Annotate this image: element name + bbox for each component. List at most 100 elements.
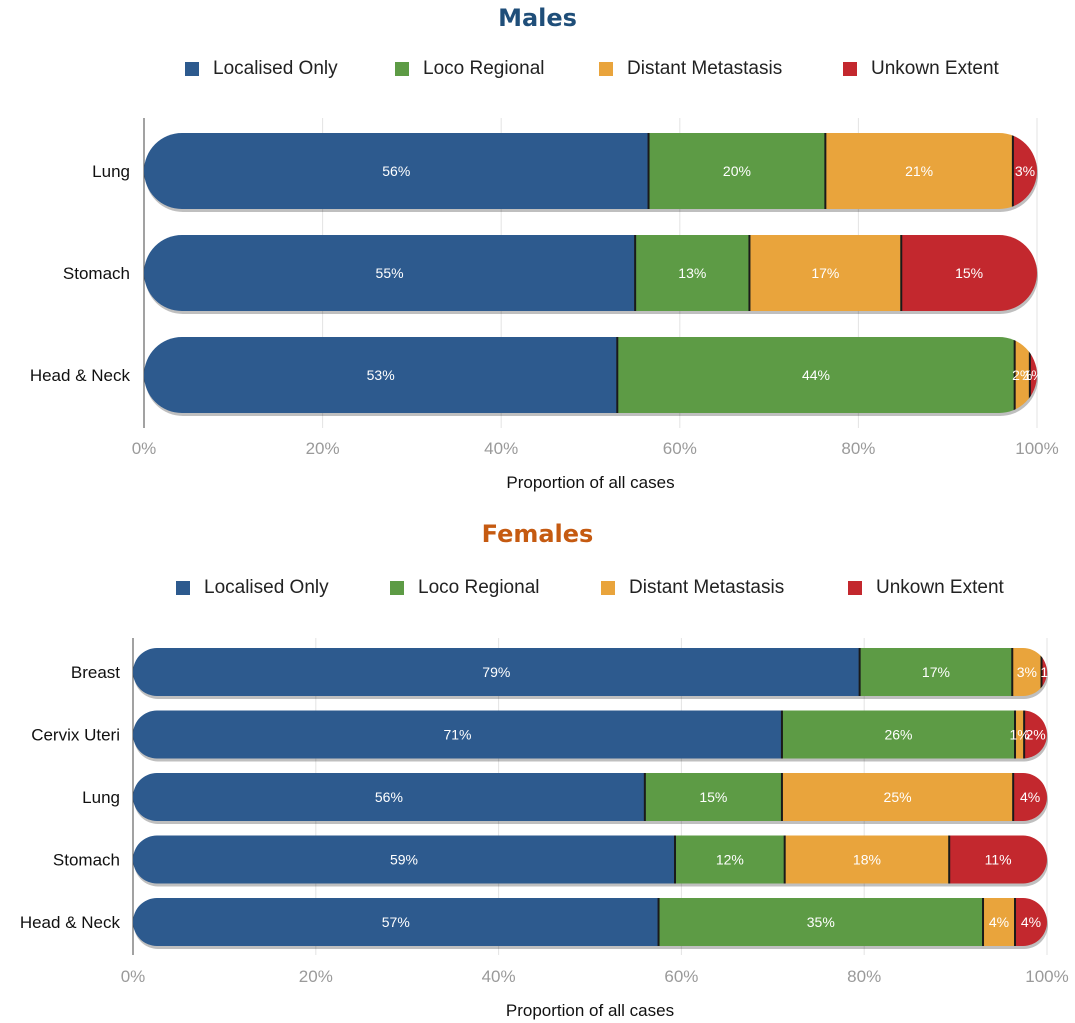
data-label: 4% — [1020, 789, 1040, 805]
bar-segment[interactable] — [133, 835, 676, 884]
category-label: Head & Neck — [30, 366, 131, 385]
bar-segment[interactable] — [859, 648, 1013, 696]
legend-swatch — [848, 581, 862, 595]
bar-segment[interactable] — [749, 235, 902, 311]
category-label: Lung — [82, 788, 120, 807]
x-tick-label: 100% — [1015, 439, 1058, 458]
bar-segment[interactable] — [1014, 337, 1030, 413]
legend-item-localised-only[interactable]: Localised Only — [176, 577, 329, 599]
x-tick-label: 100% — [1025, 967, 1068, 986]
x-tick-label: 80% — [847, 967, 881, 986]
bar-segment[interactable] — [144, 235, 636, 311]
data-label: 20% — [723, 163, 751, 179]
bar-segment[interactable] — [635, 235, 750, 311]
bar-segment[interactable] — [658, 898, 984, 946]
bar-segment[interactable] — [648, 133, 826, 209]
bar-segment[interactable] — [784, 835, 950, 884]
category-label: Lung — [92, 162, 130, 181]
bar-segment[interactable] — [1015, 710, 1025, 759]
data-label: 3% — [1017, 664, 1037, 680]
bar-segment[interactable] — [781, 773, 1014, 821]
data-label: 1% — [1009, 727, 1029, 743]
legend-males: Localised Only Loco Regional Distant Met… — [0, 58, 1075, 82]
bar-segment[interactable] — [133, 648, 860, 696]
data-label: 17% — [922, 664, 950, 680]
x-tick-label: 0% — [132, 439, 157, 458]
bar-segment[interactable] — [1024, 710, 1047, 759]
category-label: Cervix Uteri — [31, 726, 120, 745]
bar-segment[interactable] — [983, 898, 1016, 946]
data-label: 1 — [1040, 664, 1048, 680]
legend-item-distant-metastasis[interactable]: Distant Metastasis — [599, 58, 782, 80]
data-label: 55% — [376, 265, 404, 281]
x-tick-label: 80% — [841, 439, 875, 458]
bar-segment[interactable] — [644, 773, 782, 821]
data-label: 15% — [699, 789, 727, 805]
data-label: 59% — [390, 852, 418, 868]
legend-item-distant-metastasis[interactable]: Distant Metastasis — [601, 577, 784, 599]
bar-segment[interactable] — [133, 773, 645, 821]
data-label: 26% — [884, 727, 912, 743]
data-label: 18% — [853, 852, 881, 868]
data-label: 21% — [905, 163, 933, 179]
x-tick-label: 0% — [121, 967, 146, 986]
bar-chart-males: 0% 20% 40% 60% 80% 100% Proportion of all case… — [30, 118, 1059, 492]
data-label: 2% — [1012, 367, 1032, 383]
bar-segment[interactable] — [1041, 648, 1047, 696]
legend-item-localised-only[interactable]: Localised Only — [185, 58, 338, 80]
data-label: 79% — [482, 664, 510, 680]
x-tick-label: 40% — [482, 967, 516, 986]
bar-row — [133, 835, 1047, 884]
data-label: 44% — [802, 367, 830, 383]
category-label: Breast — [71, 663, 120, 682]
bar-segment[interactable] — [901, 235, 1037, 311]
bar-segment[interactable] — [781, 710, 1016, 759]
bar-row — [133, 773, 1047, 821]
legend-label: Unkown Extent — [871, 58, 999, 79]
bar-segment[interactable] — [617, 337, 1015, 413]
legend-item-unknown-extent[interactable]: Unkown Extent — [848, 577, 1004, 599]
data-label: 3% — [1015, 163, 1035, 179]
bar-segment[interactable] — [144, 133, 649, 209]
legend-swatch — [395, 62, 409, 76]
bar-segment[interactable] — [133, 898, 659, 946]
legend-swatch — [843, 62, 857, 76]
bar-row — [133, 648, 1047, 696]
x-axis-label: Proportion of all cases — [506, 473, 674, 492]
bar-segment[interactable] — [1029, 337, 1037, 413]
x-tick-label: 40% — [484, 439, 518, 458]
bar-segment[interactable] — [675, 835, 785, 884]
bar-row — [144, 133, 1037, 209]
legend-item-loco-regional[interactable]: Loco Regional — [390, 577, 539, 599]
legend-label: Loco Regional — [418, 577, 540, 598]
data-label: 56% — [382, 163, 410, 179]
data-label: 4% — [1021, 914, 1041, 930]
data-label: 57% — [382, 914, 410, 930]
bar-segment[interactable] — [825, 133, 1013, 209]
category-label: Stomach — [53, 851, 120, 870]
bar-segment[interactable] — [133, 710, 782, 759]
bar-row — [144, 235, 1037, 311]
x-axis-label: Proportion of all cases — [506, 1001, 674, 1020]
legend-label: Loco Regional — [423, 58, 545, 79]
legend-swatch — [185, 62, 199, 76]
data-label: 1% — [1023, 367, 1043, 383]
bar-segment[interactable] — [949, 835, 1047, 884]
legend-females: Localised Only Loco Regional Distant Met… — [0, 577, 1075, 601]
bar-segment[interactable] — [144, 337, 618, 413]
chart-title-females: Females — [481, 520, 594, 548]
legend-item-loco-regional[interactable]: Loco Regional — [395, 58, 544, 80]
legend-item-unknown-extent[interactable]: Unkown Extent — [843, 58, 999, 80]
legend-swatch — [599, 62, 613, 76]
legend-swatch — [176, 581, 190, 595]
data-label: 17% — [811, 265, 839, 281]
x-tick-label: 20% — [306, 439, 340, 458]
bar-row — [144, 337, 1037, 413]
bar-segment[interactable] — [1012, 648, 1042, 696]
legend-label: Unkown Extent — [876, 577, 1004, 598]
data-label: 2% — [1025, 727, 1045, 743]
legend-label: Localised Only — [204, 577, 329, 598]
data-label: 53% — [367, 367, 395, 383]
legend-swatch — [601, 581, 615, 595]
